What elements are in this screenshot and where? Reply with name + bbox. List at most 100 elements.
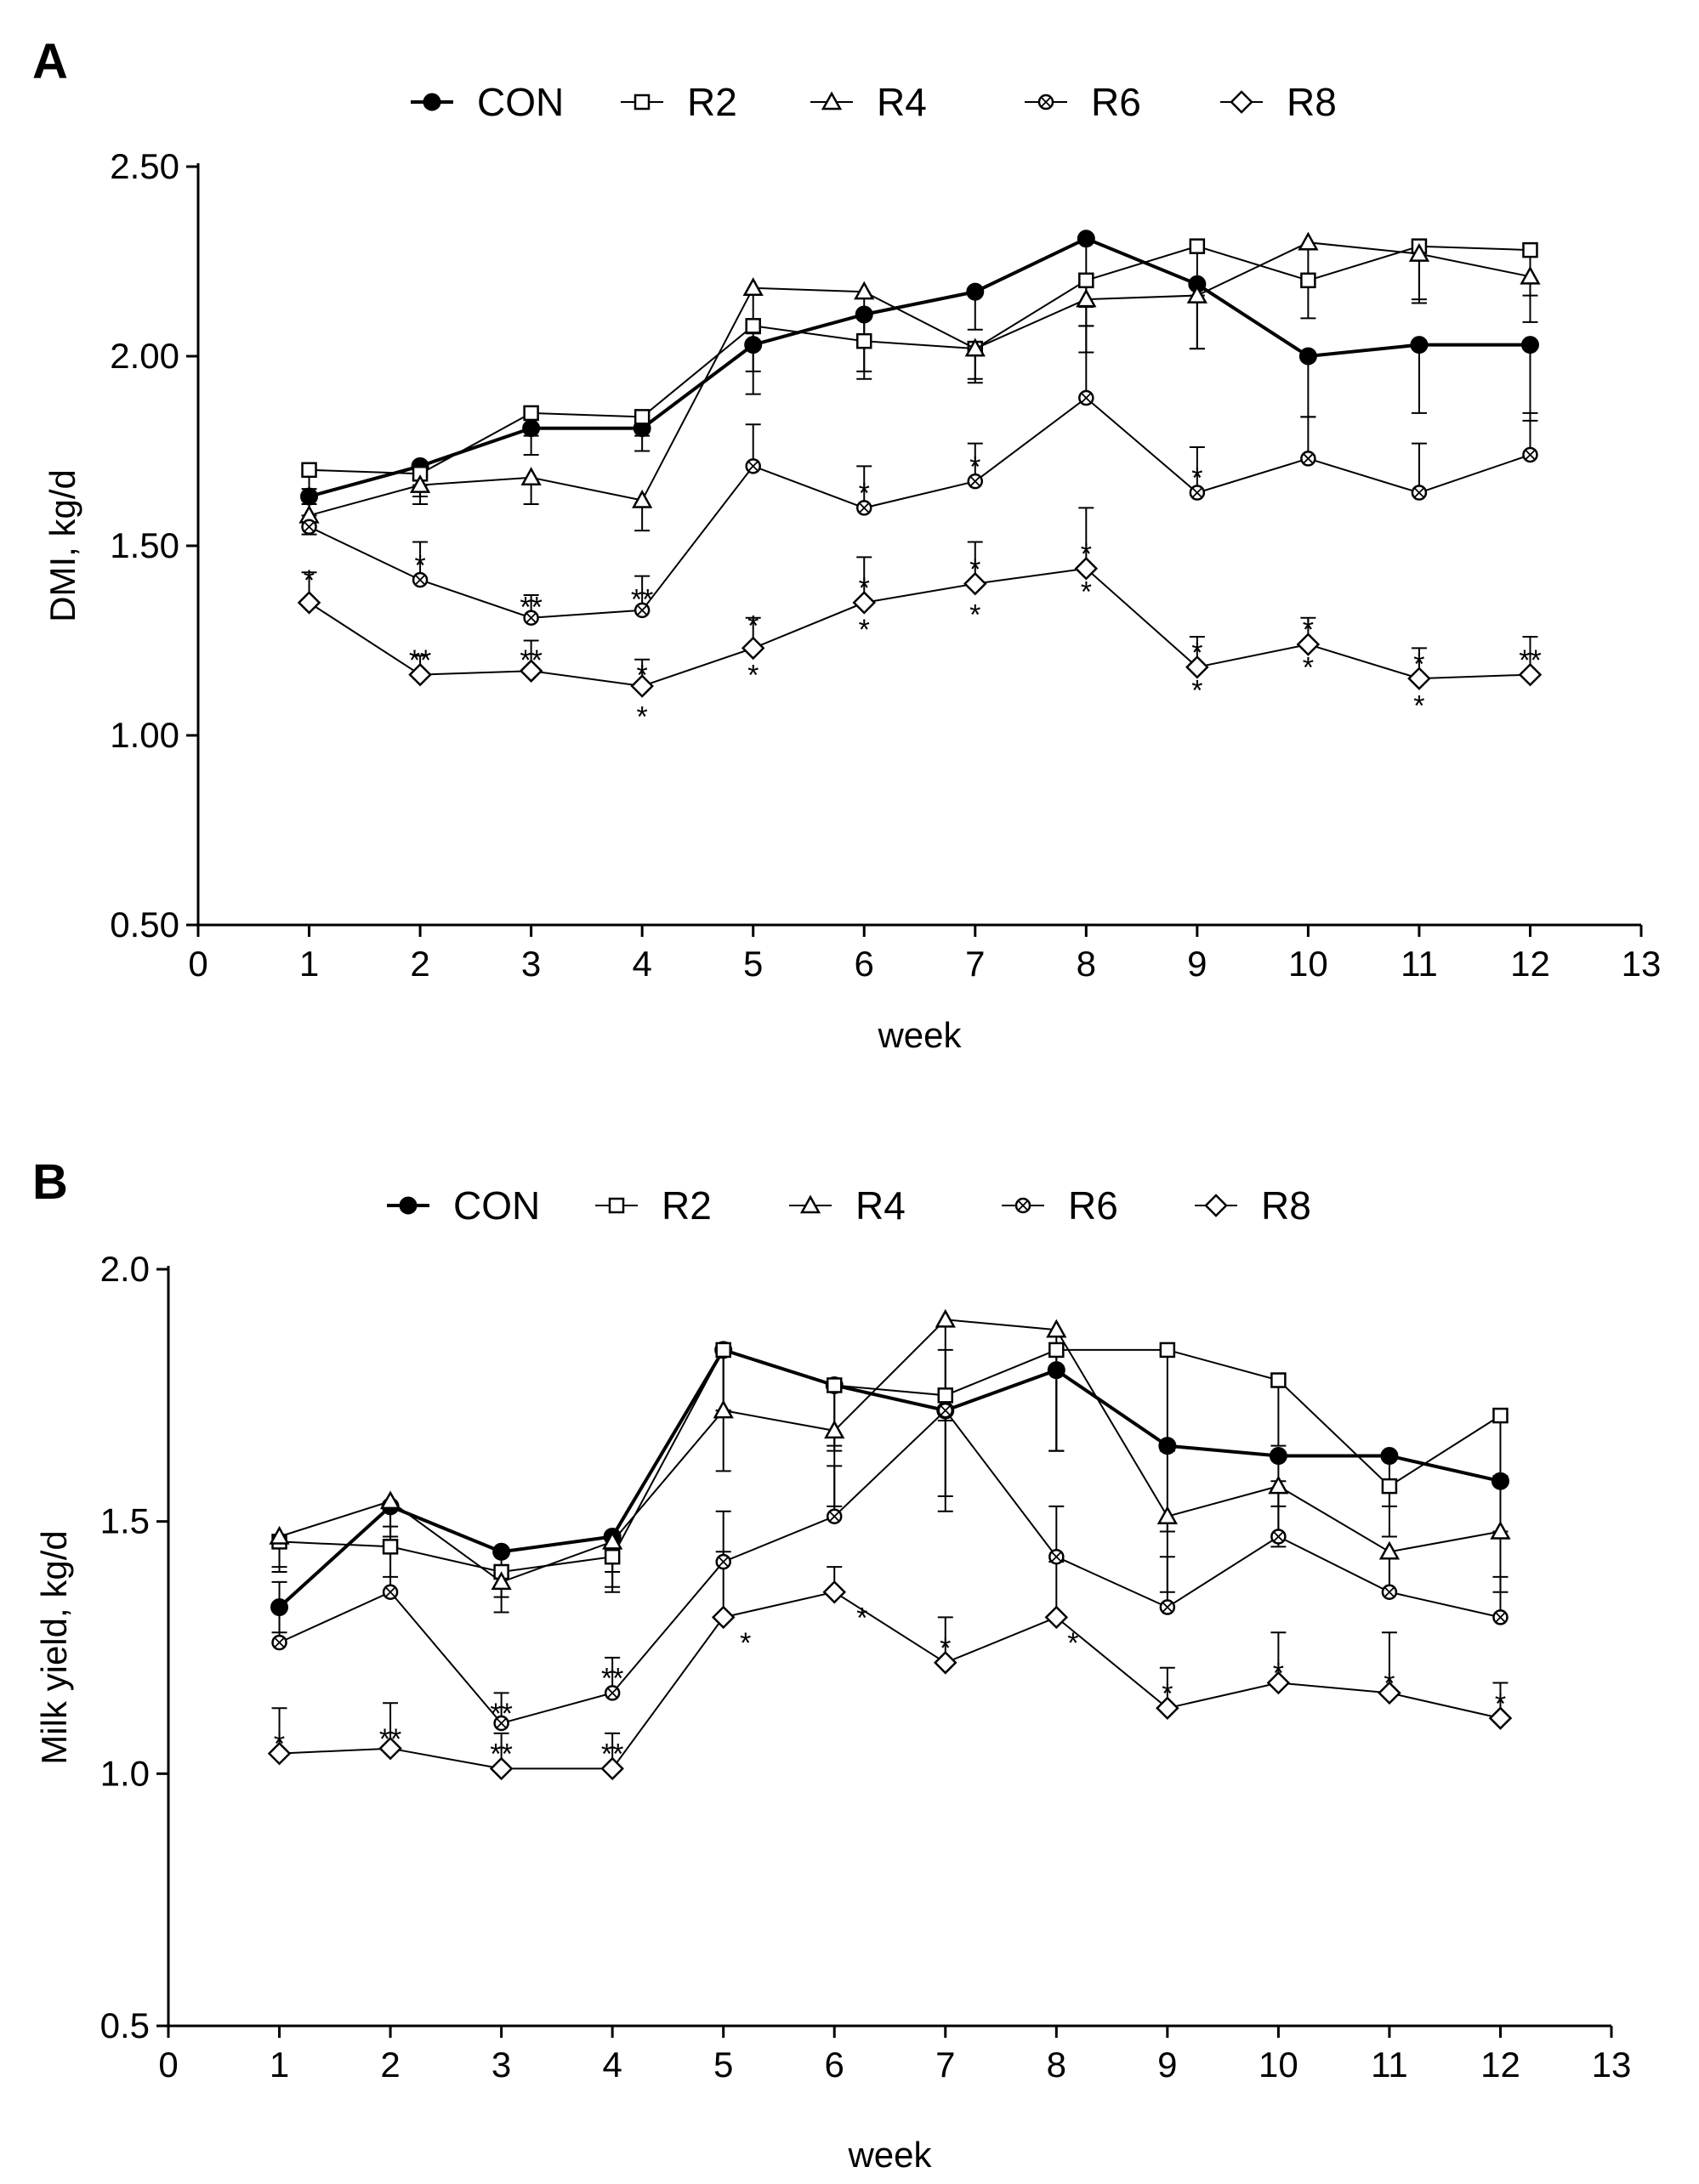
data-point — [378, 1736, 402, 1761]
data-point — [269, 1525, 290, 1545]
legend-label: R8 — [1287, 80, 1337, 124]
legend: CON R2 R4 R6 R8 — [411, 80, 1337, 124]
significance-marker: ** — [520, 644, 542, 677]
marker-cross — [274, 1637, 285, 1648]
data-point — [604, 1548, 621, 1565]
y-tick-label: 2.0 — [100, 1249, 150, 1289]
data-point — [634, 602, 651, 619]
marker-cross — [1191, 487, 1203, 498]
data-point — [1268, 1475, 1289, 1495]
legend-label: R2 — [662, 1183, 712, 1228]
marker-cross — [304, 521, 315, 532]
legend-label: R8 — [1261, 1183, 1311, 1228]
data-point — [1077, 230, 1095, 248]
x-tick-label: 12 — [1510, 944, 1550, 984]
data-point — [937, 1387, 954, 1404]
data-point — [520, 467, 542, 485]
x-tick-label: 2 — [380, 2045, 400, 2085]
data-point — [1266, 1671, 1291, 1695]
significance-marker: * — [859, 572, 870, 604]
y-tick-label: 1.5 — [100, 1501, 150, 1541]
series-line — [309, 396, 1531, 619]
x-tick-label: 7 — [935, 2045, 955, 2085]
legend-label: R4 — [877, 80, 927, 124]
x-tick-label: 9 — [1187, 944, 1207, 984]
significance-marker: * — [740, 1627, 751, 1659]
y-axis-title: DMI, kg/d — [43, 469, 82, 622]
series-r8 — [267, 1580, 1513, 1781]
x-tick-label: 1 — [270, 2045, 289, 2085]
panel-b: B CON R2 R4 R6 R8 0 1 2 3 4 5 6 7 8 9 10 11 12 130.51.01.… — [32, 1154, 1631, 2175]
significance-marker: * — [856, 1602, 867, 1634]
significance-marker: ** — [601, 1663, 623, 1695]
data-point — [967, 473, 984, 490]
error-bars-r2 — [301, 246, 1538, 498]
marker-cross — [747, 461, 759, 472]
legend-item-r6: R6 — [1025, 80, 1141, 124]
data-point — [491, 1571, 512, 1591]
x-tick-label: 0 — [158, 2045, 178, 2085]
data-point — [855, 305, 873, 324]
data-point — [1185, 655, 1209, 679]
significance-marker: ** — [490, 1698, 512, 1730]
significance-marker: ** — [1519, 644, 1541, 677]
y-axis-title: Milk yield, kg/d — [34, 1530, 74, 1764]
x-tick-label: 1 — [299, 944, 319, 984]
data-point — [1048, 1342, 1065, 1359]
series-line — [279, 1348, 1502, 1574]
data-point — [634, 409, 651, 425]
legend-marker — [821, 91, 843, 111]
x-tick-label: 11 — [1401, 944, 1438, 984]
data-point — [493, 1715, 509, 1732]
data-point — [1378, 1540, 1401, 1560]
significance-marker: * — [1384, 1668, 1395, 1700]
legend-item-r4: R4 — [789, 1183, 906, 1228]
y-tick-label: 1.50 — [110, 525, 179, 565]
marker-cross — [1495, 1612, 1506, 1623]
y-tick-label: 2.00 — [110, 336, 179, 376]
data-point — [715, 1553, 731, 1570]
legend-label: R4 — [855, 1183, 906, 1228]
y-tick-label: 0.50 — [110, 905, 179, 945]
legend-item-r2: R2 — [621, 80, 737, 124]
legend-item-r8: R8 — [1195, 1183, 1311, 1228]
error-bars-r2 — [271, 1349, 1509, 1598]
series-line — [308, 567, 1531, 688]
data-point — [600, 1756, 624, 1781]
data-point — [822, 1580, 846, 1604]
data-point — [522, 419, 541, 438]
data-point — [715, 1342, 731, 1359]
data-point — [1410, 336, 1429, 355]
marker-cross — [1051, 1551, 1062, 1563]
marker-cross — [384, 1586, 396, 1597]
significance-marker: ** — [601, 1739, 623, 1771]
data-point — [935, 1308, 956, 1328]
significance-marker: ** — [631, 583, 653, 615]
marker-cross — [828, 1511, 840, 1522]
data-point — [382, 1584, 399, 1600]
plot-area: 0 1 2 3 4 5 6 7 8 9 10 11 12 130.501.001.502.002.50* *… — [110, 146, 1661, 984]
legend-item-r8: R8 — [1220, 80, 1337, 124]
legend-item-con: CON — [387, 1183, 540, 1228]
data-point — [826, 1377, 843, 1393]
data-point — [1491, 1472, 1509, 1490]
data-point — [1156, 1696, 1179, 1720]
data-point — [1407, 667, 1431, 690]
error-bars-r4 — [271, 1319, 1509, 1614]
y-tick-label: 2.50 — [110, 146, 179, 186]
legend-marker — [399, 1196, 418, 1215]
significance-marker: * — [1413, 648, 1424, 680]
series-r6 — [271, 1402, 1509, 1732]
data-point — [300, 487, 319, 506]
marker-cross — [1303, 453, 1314, 464]
legend-label: CON — [453, 1183, 540, 1228]
legend-item-r6: R6 — [1002, 1183, 1118, 1228]
data-point — [1492, 1407, 1509, 1424]
y-tick-label: 0.5 — [100, 2005, 150, 2045]
significance-marker: * — [304, 564, 315, 597]
significance-marker: * — [1191, 637, 1202, 669]
panel-label: A — [32, 34, 68, 89]
significance-marker: * — [969, 553, 980, 586]
data-point — [745, 458, 761, 474]
legend-marker — [1037, 94, 1054, 111]
